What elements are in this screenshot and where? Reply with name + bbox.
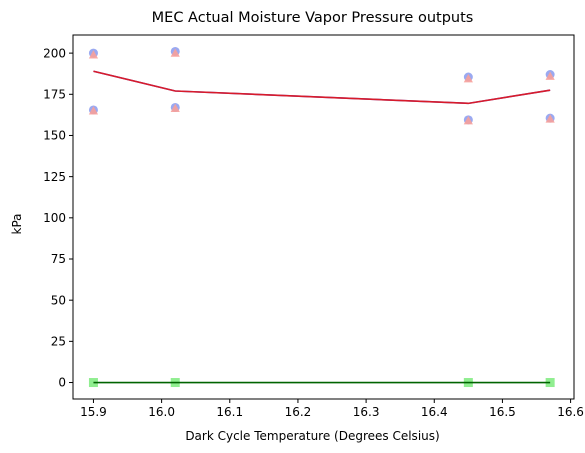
data-point-s1-6 bbox=[545, 114, 555, 123]
y-axis-label: kPa bbox=[10, 214, 24, 235]
x-axis-label: Dark Cycle Temperature (Degrees Celsius) bbox=[185, 429, 439, 443]
x-tick-label: 16.3 bbox=[353, 405, 380, 419]
y-tick-label: 150 bbox=[43, 129, 66, 143]
y-tick-label: 125 bbox=[43, 170, 66, 184]
data-point-s1-4 bbox=[463, 116, 473, 125]
data-point-s1-2 bbox=[170, 103, 180, 112]
y-tick-label: 0 bbox=[58, 376, 66, 390]
data-point-s1-7 bbox=[545, 71, 555, 80]
y-tick-label: 200 bbox=[43, 46, 66, 60]
y-tick-label: 50 bbox=[51, 293, 66, 307]
x-tick-label: 16.6 bbox=[557, 405, 584, 419]
y-tick-label: 100 bbox=[43, 211, 66, 225]
plot-area bbox=[88, 46, 555, 388]
data-point-s1-3 bbox=[170, 48, 180, 57]
x-tick-label: 16.2 bbox=[285, 405, 312, 419]
x-tick-label: 16.4 bbox=[421, 405, 448, 419]
x-tick-label: 16.1 bbox=[216, 405, 243, 419]
y-tick-label: 175 bbox=[43, 87, 66, 101]
series-line-3 bbox=[93, 70, 551, 105]
plot-frame bbox=[72, 34, 575, 400]
x-tick-label: 15.9 bbox=[80, 405, 107, 419]
chart-title: MEC Actual Moisture Vapor Pressure outpu… bbox=[152, 10, 474, 26]
data-point-s1-5 bbox=[463, 74, 473, 83]
x-tick-label: 16.0 bbox=[148, 405, 175, 419]
y-tick-label: 25 bbox=[51, 335, 66, 349]
data-point-s1-0 bbox=[88, 106, 99, 115]
axis-ticks: 15.9 16.0 16.1 16.2 16.3 16.4 16.5 16.6 0 25 50 75 1… bbox=[43, 46, 584, 419]
x-tick-label: 16.5 bbox=[489, 405, 516, 419]
y-tick-label: 75 bbox=[51, 252, 66, 266]
data-point-s1-1 bbox=[88, 50, 99, 59]
